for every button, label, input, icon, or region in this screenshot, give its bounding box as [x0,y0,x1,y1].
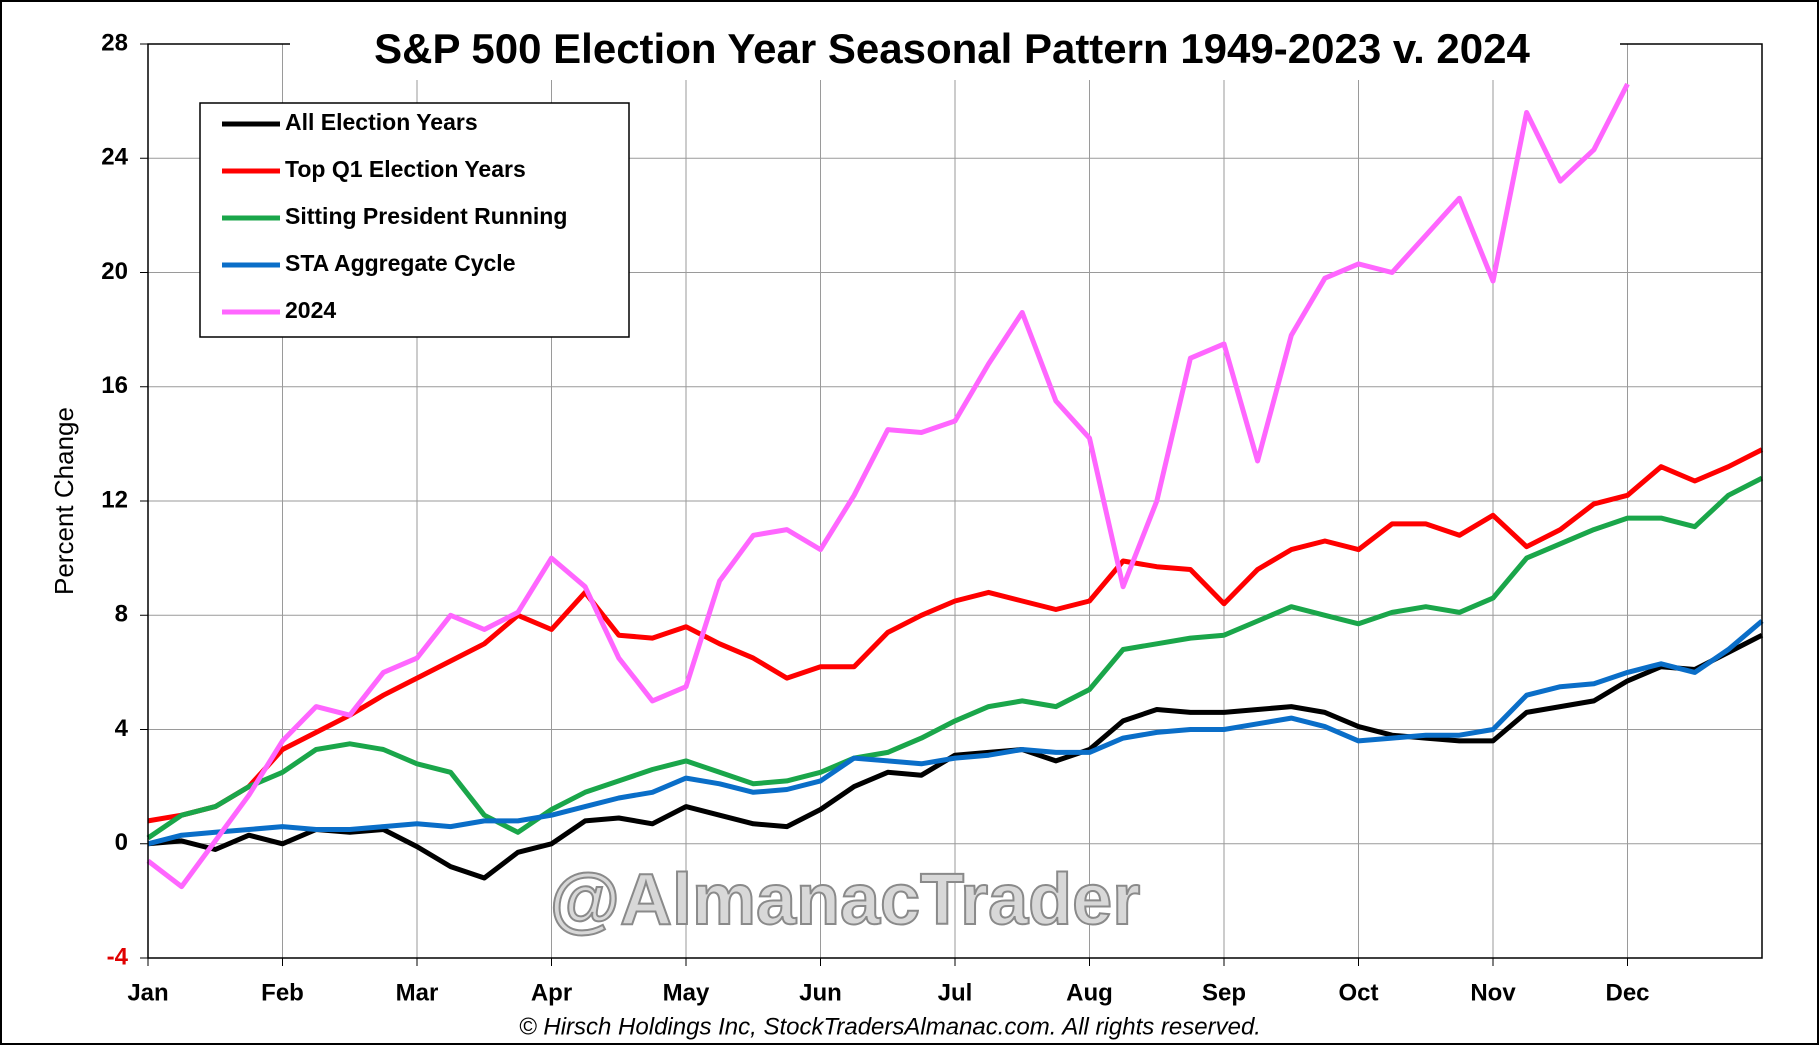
y-axis-label: Percent Change [49,407,79,595]
x-tick-label: Jun [799,979,842,1006]
y-tick-label: 0 [115,829,128,856]
lines [146,82,1764,890]
watermark: @AlmanacTrader [550,860,1140,940]
y-tick-label: 16 [101,372,128,399]
y-tick-label: 24 [101,144,128,171]
footer: © Hirsch Holdings Inc, StockTradersAlman… [519,1013,1261,1040]
x-tick-label: Aug [1066,979,1113,1006]
y-tick-label: -4 [107,943,129,970]
series-line [147,447,1764,824]
x-tick-label: Apr [531,979,572,1006]
x-tick-label: Nov [1470,979,1516,1006]
x-tick-label: Dec [1605,979,1649,1006]
x-tick-label: Sep [1202,979,1246,1006]
x-tick-label: Feb [261,979,304,1006]
legend-label: Top Q1 Election Years [285,156,526,182]
series-line [147,632,1764,881]
x-tick-label: Jul [938,979,973,1006]
chart-title: S&P 500 Election Year Seasonal Pattern 1… [374,25,1530,72]
series-line [146,475,1764,841]
series-line [147,619,1764,847]
legend: All Election Years Top Q1 Election Years S… [199,102,630,338]
x-tick-label: Jan [127,979,168,1006]
x-tick-label: May [663,979,710,1006]
x-tick-label: Oct [1338,979,1378,1006]
legend-label: All Election Years [285,109,478,135]
y-tick-label: 8 [115,601,128,628]
y-tick-label: 28 [101,29,128,56]
y-tick-label: 4 [115,715,129,742]
legend-label: 2024 [285,297,336,323]
legend-label: Sitting President Running [285,203,567,229]
y-tick-label: 20 [101,258,128,285]
x-tick-label: Mar [396,979,439,1006]
series-line [146,82,1630,890]
title-bg [290,24,1620,80]
y-tick-label: 12 [101,486,128,513]
legend-label: STA Aggregate Cycle [285,250,515,276]
